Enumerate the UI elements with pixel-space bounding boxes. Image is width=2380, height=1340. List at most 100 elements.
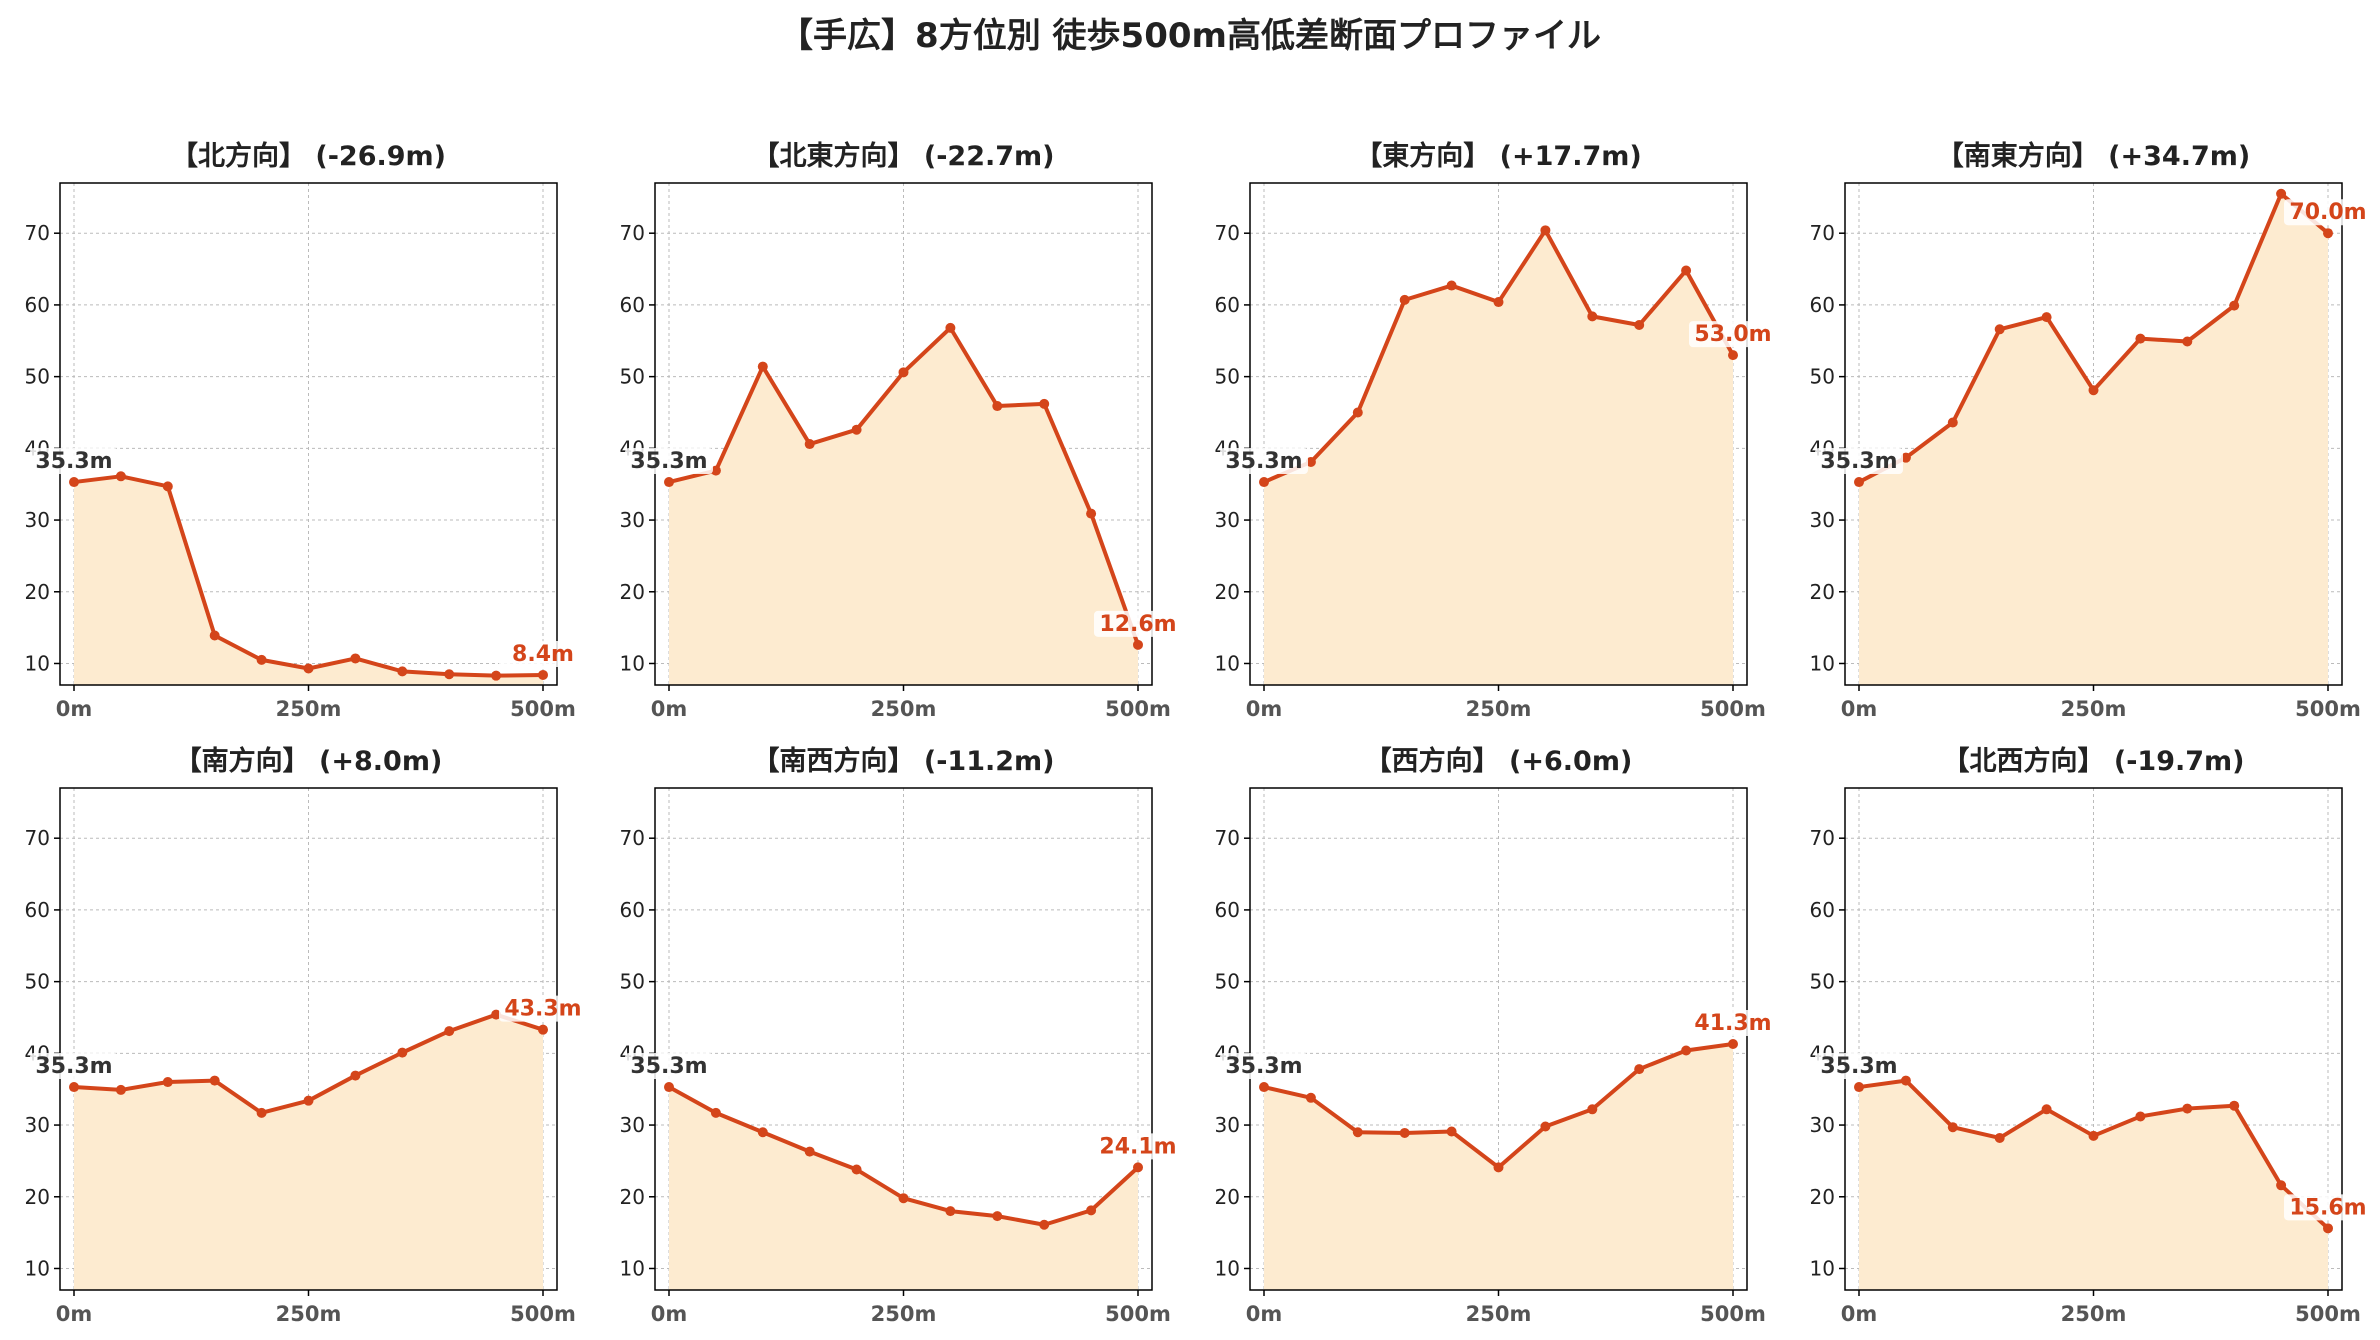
x-tick-label: 500m: [1105, 697, 1171, 721]
x-tick-label: 500m: [1700, 1302, 1766, 1326]
data-point: [757, 1127, 768, 1138]
data-point: [1305, 1092, 1316, 1103]
data-point: [115, 471, 126, 482]
figure-title: 【手広】8方位別 徒歩500m高低差断面プロファイル: [779, 16, 1601, 56]
y-tick-label: 20: [25, 1185, 50, 1209]
data-point: [350, 1070, 361, 1081]
data-point: [115, 1084, 126, 1095]
data-point: [1305, 456, 1316, 467]
data-point: [2135, 333, 2146, 344]
y-tick-label: 30: [620, 508, 645, 532]
data-point: [1854, 477, 1864, 488]
panel-4-title: 【南東方向】 (+34.7m): [1937, 140, 2250, 172]
y-tick-label: 70: [25, 221, 50, 245]
y-tick-label: 50: [1810, 365, 1835, 389]
data-point: [209, 630, 220, 641]
data-point: [1086, 1205, 1097, 1216]
data-point: [1994, 1132, 2005, 1143]
panel-8-title: 【北西方向】 (-19.7m): [1942, 745, 2244, 777]
data-point: [1086, 508, 1097, 519]
end-label: 53.0m: [1694, 322, 1771, 347]
x-tick-label: 250m: [1466, 1302, 1532, 1326]
end-label: 43.3m: [504, 997, 581, 1022]
data-point: [898, 1193, 909, 1204]
x-tick-label: 0m: [651, 697, 688, 721]
start-label: 35.3m: [1225, 449, 1302, 474]
data-point: [1446, 1126, 1457, 1137]
data-point: [1133, 639, 1143, 650]
data-point: [1352, 407, 1363, 418]
data-point: [1947, 417, 1958, 428]
data-point: [1446, 280, 1457, 291]
data-point: [2229, 1100, 2240, 1111]
end-label: 12.6m: [1099, 612, 1176, 637]
panel-5-title: 【南方向】 (+8.0m): [175, 745, 443, 777]
y-tick-label: 70: [1810, 826, 1835, 850]
y-tick-label: 60: [1215, 898, 1240, 922]
x-tick-label: 500m: [510, 697, 576, 721]
y-tick-label: 10: [1215, 651, 1240, 675]
data-point: [992, 401, 1003, 412]
y-tick-label: 70: [1215, 826, 1240, 850]
y-tick-label: 20: [1810, 580, 1835, 604]
area-fill: [669, 1087, 1138, 1290]
start-label-bg: [1815, 1053, 1903, 1080]
y-tick-label: 20: [1810, 1185, 1835, 1209]
area-fill: [1859, 193, 2328, 685]
panel-2-title: 【北東方向】 (-22.7m): [752, 140, 1054, 172]
panel-6-title: 【南西方向】 (-11.2m): [752, 745, 1054, 777]
x-tick-label: 0m: [1841, 1302, 1878, 1326]
y-tick-label: 50: [620, 970, 645, 994]
x-tick-label: 0m: [1246, 697, 1283, 721]
data-point: [2229, 300, 2240, 311]
y-tick-label: 30: [1215, 508, 1240, 532]
data-point: [851, 1164, 862, 1175]
panel-1: 【北方向】 (-26.9m)102030405060700m250m500m35…: [25, 140, 587, 721]
x-tick-label: 250m: [2061, 1302, 2127, 1326]
end-label-bg: [499, 995, 587, 1022]
start-label: 35.3m: [630, 1054, 707, 1079]
data-point: [1634, 319, 1645, 330]
data-point: [664, 477, 674, 488]
y-tick-label: 70: [25, 826, 50, 850]
panel-2: 【北東方向】 (-22.7m)102030405060700m250m500m3…: [620, 140, 1182, 721]
data-point: [162, 481, 173, 492]
data-point: [710, 465, 721, 476]
y-tick-label: 60: [620, 293, 645, 317]
start-label-bg: [1220, 1053, 1308, 1080]
start-label: 35.3m: [1820, 449, 1897, 474]
data-point: [2323, 1223, 2333, 1234]
start-label: 35.3m: [630, 449, 707, 474]
y-tick-label: 60: [1215, 293, 1240, 317]
data-point: [1540, 225, 1551, 236]
data-point: [664, 1082, 674, 1093]
y-tick-label: 30: [25, 508, 50, 532]
y-tick-label: 10: [1810, 651, 1835, 675]
y-tick-label: 30: [1810, 1113, 1835, 1137]
y-tick-label: 30: [25, 1113, 50, 1137]
data-point: [2182, 336, 2193, 347]
start-label-bg: [625, 1053, 713, 1080]
y-tick-label: 20: [620, 580, 645, 604]
data-point: [397, 666, 408, 677]
panel-3: 【東方向】 (+17.7m)102030405060700m250m500m35…: [1215, 140, 1777, 721]
data-point: [69, 477, 79, 488]
panel-7: 【西方向】 (+6.0m)102030405060700m250m500m35.…: [1215, 745, 1777, 1326]
x-tick-label: 0m: [1841, 697, 1878, 721]
data-point: [256, 654, 267, 665]
end-label-bg: [499, 640, 587, 667]
x-tick-label: 0m: [1246, 1302, 1283, 1326]
end-label: 24.1m: [1099, 1134, 1176, 1159]
y-tick-label: 10: [1215, 1256, 1240, 1280]
data-point: [162, 1077, 173, 1088]
data-point: [491, 1009, 502, 1020]
panel-7-title: 【西方向】 (+6.0m): [1365, 745, 1633, 777]
data-point: [538, 669, 548, 680]
data-point: [256, 1107, 267, 1118]
start-label: 35.3m: [1820, 1054, 1897, 1079]
data-point: [1587, 311, 1598, 322]
y-tick-label: 70: [1215, 221, 1240, 245]
start-label: 35.3m: [1225, 1054, 1302, 1079]
panel-6: 【南西方向】 (-11.2m)102030405060700m250m500m3…: [620, 745, 1182, 1326]
